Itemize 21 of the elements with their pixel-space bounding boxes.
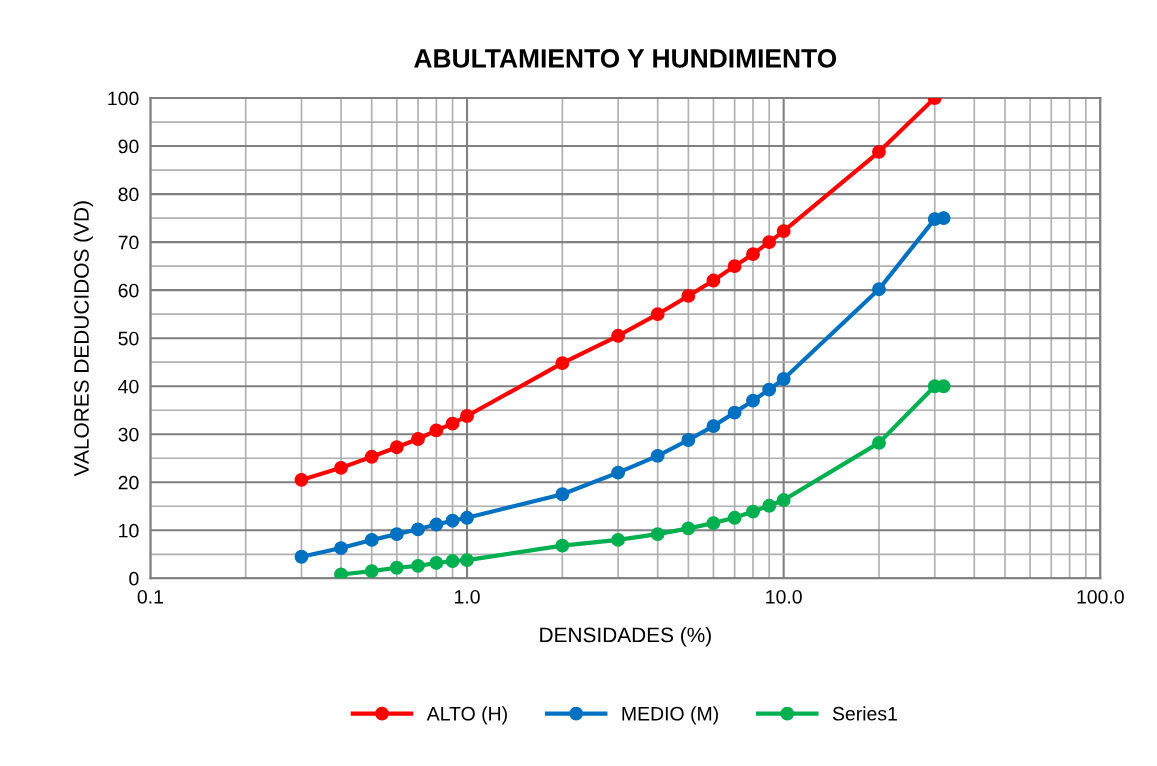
y-tick-label: 0 <box>129 571 139 586</box>
y-tick-label: 100 <box>108 91 139 106</box>
y-tick-label: 80 <box>118 187 139 202</box>
legend-label: Series1 <box>832 706 897 721</box>
y-tick-label: 50 <box>118 331 139 346</box>
y-tick-label: 70 <box>118 235 139 250</box>
y-tick-label: 40 <box>118 379 139 394</box>
legend-label: MEDIO (M) <box>622 706 718 725</box>
x-tick-label: 10.0 <box>766 589 802 604</box>
y-tick-label: 30 <box>118 427 139 442</box>
y-tick-label: 90 <box>118 139 139 154</box>
x-tick-label: 0.1 <box>137 589 163 604</box>
legend-label: ALTO (H) <box>426 706 507 725</box>
x-axis-title: DENSIDADES (%) <box>540 627 711 647</box>
y-tick-label: 20 <box>118 475 139 490</box>
x-tick-label: 1.0 <box>455 589 480 604</box>
y-tick-label: 60 <box>118 283 139 298</box>
x-tick-label: 100.0 <box>1077 589 1124 604</box>
y-axis-title: VALORES DEDUCIDOS (VD) <box>73 201 93 477</box>
chart-title: ABULTAMIENTO Y HUNDIMIENTO <box>414 49 837 68</box>
y-tick-label: 10 <box>119 523 139 538</box>
